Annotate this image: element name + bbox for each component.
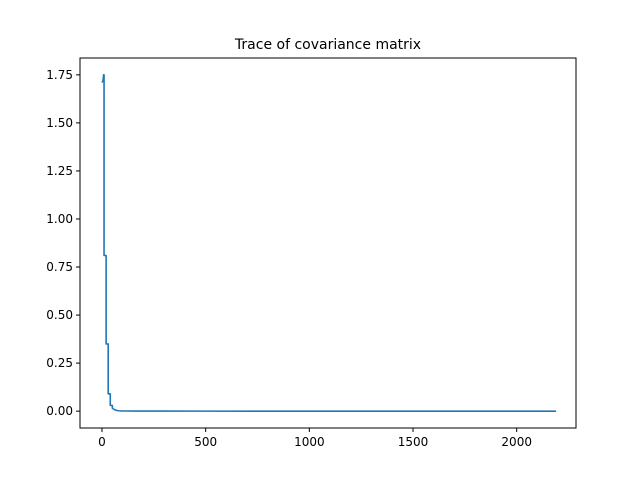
- plot-frame: [79, 57, 577, 429]
- series-line: [101, 74, 557, 412]
- y-tick-label: 1.75: [46, 68, 73, 82]
- x-tick-label: 500: [194, 435, 217, 449]
- x-axis: 0 500 1000 1500 2000: [98, 428, 532, 449]
- y-tick-label: 1.50: [46, 116, 73, 130]
- y-axis: 0.00 0.25 0.50 0.75 1.00 1.25 1.50 1.75: [46, 68, 80, 418]
- x-tick-label: 1000: [294, 435, 325, 449]
- y-tick-label: 0.25: [46, 356, 73, 370]
- y-tick-label: 1.00: [46, 212, 73, 226]
- y-tick-label: 1.25: [46, 164, 73, 178]
- x-tick-label: 1500: [398, 435, 429, 449]
- chart-title: Trace of covariance matrix: [234, 37, 421, 53]
- x-tick-label: 2000: [501, 435, 532, 449]
- y-tick-label: 0.50: [46, 308, 73, 322]
- series-layer: [101, 74, 557, 412]
- y-tick-label: 0.75: [46, 260, 73, 274]
- x-tick-label: 0: [98, 435, 106, 449]
- y-tick-label: 0.00: [46, 404, 73, 418]
